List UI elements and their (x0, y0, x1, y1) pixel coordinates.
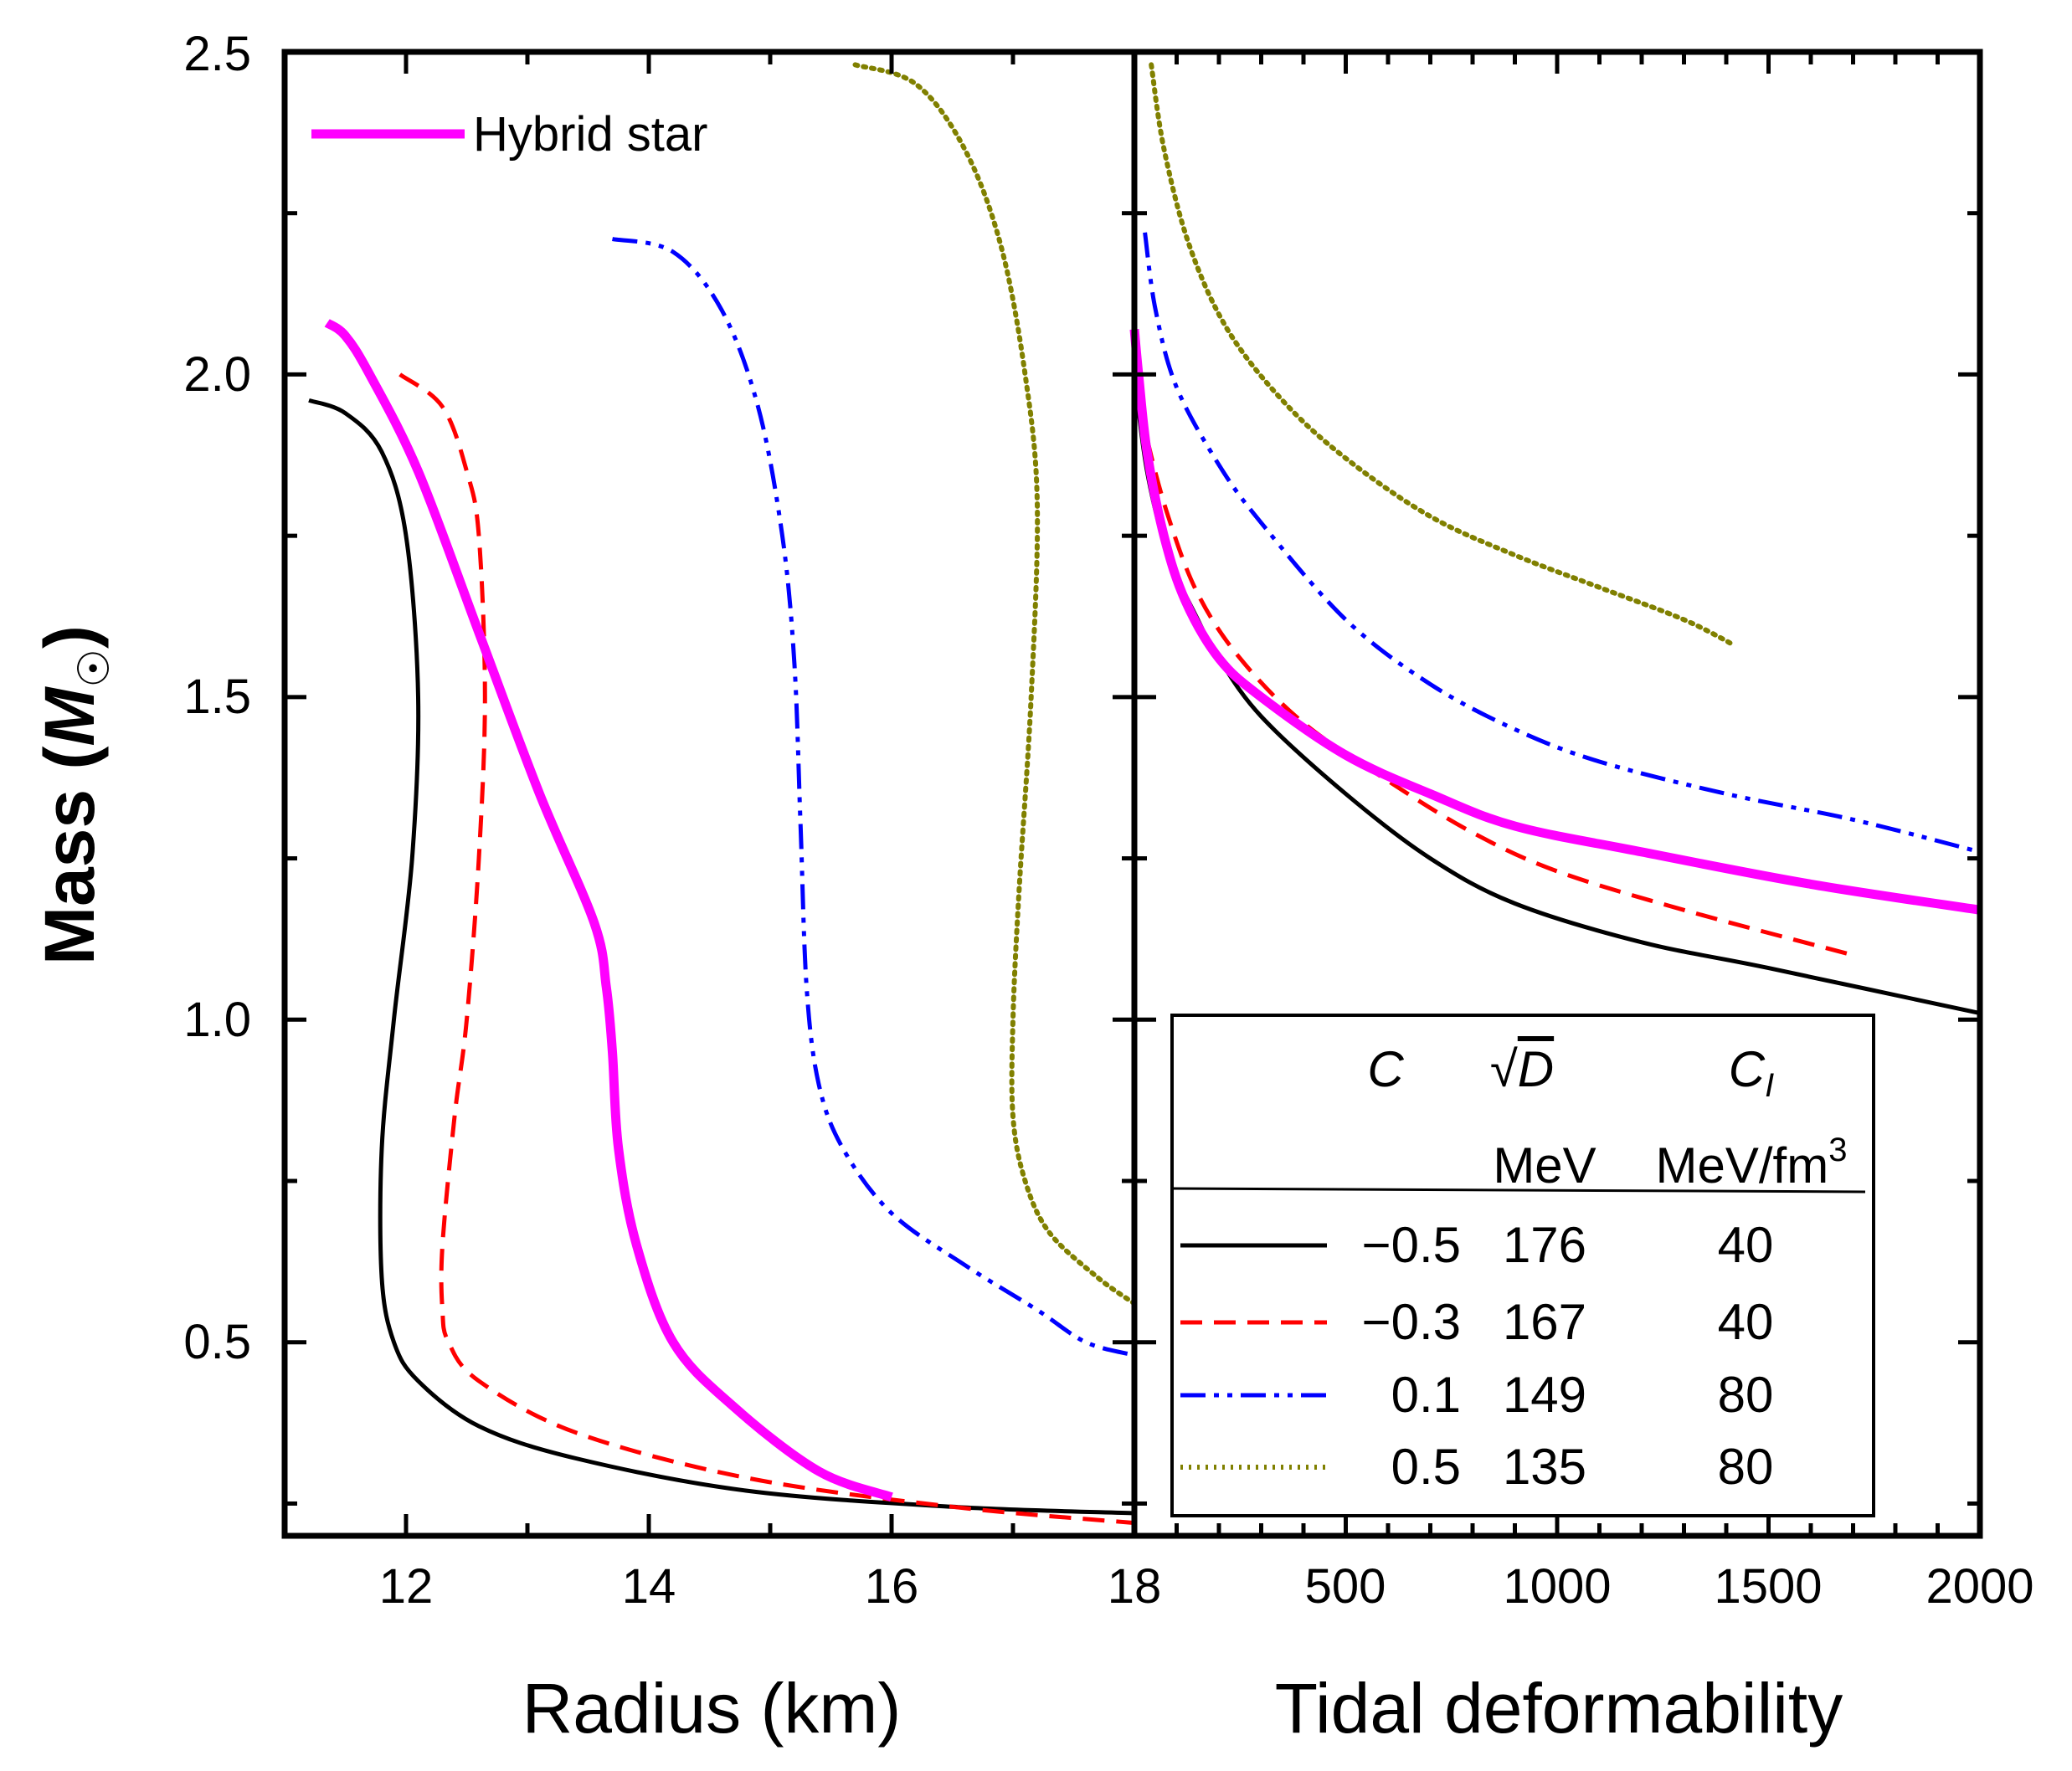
table-header-sqrt-d: √D (1490, 1041, 1554, 1097)
series-line-hybrid-star (1129, 329, 1981, 915)
x-tick-label: 14 (622, 1559, 676, 1614)
left-panel-curves (308, 62, 1137, 1526)
table-cell-ci: 80 (1718, 1367, 1774, 1423)
parameter-table: C √D CI MeV MeV/fm3 −0.5 176 40 −0.3 167 40 0.… (1170, 1014, 1875, 1517)
table-divider (1171, 1187, 1866, 1194)
series-line-c-0.5 (1149, 62, 1738, 649)
series-line-c--0.5 (308, 398, 1135, 1516)
x-tick-label: 500 (1305, 1559, 1386, 1614)
table-cell-c: −0.5 (1362, 1217, 1461, 1273)
right-panel-curves (1129, 62, 1981, 1016)
y-axis-title: Mass (M☉) (30, 625, 119, 965)
x-axis-title-tidal: Tidal deformability (1275, 1669, 1843, 1748)
x-tick-labels: 12 14 16 18 500 1000 1500 2000 (379, 1559, 2034, 1614)
x-tick-label: 2000 (1925, 1559, 2033, 1614)
x-tick-label: 1500 (1714, 1559, 1822, 1614)
y-tick-labels: 0.5 1.0 1.5 2.0 2.5 (183, 27, 251, 1369)
table-rows: −0.5 176 40 −0.3 167 40 0.1 149 80 0.5 135 80 (1180, 1217, 1773, 1495)
table-cell-c: −0.3 (1362, 1294, 1461, 1350)
y-tick-label: 2.5 (183, 27, 251, 81)
series-line-c-0.5 (852, 62, 1137, 1306)
axis-ticks (285, 49, 1980, 1536)
table-header-c: C (1367, 1041, 1404, 1097)
legend-label-hybrid: Hybrid star (473, 107, 707, 162)
table-cell-sqrt-d: 167 (1503, 1294, 1586, 1350)
series-line-c--0.3 (398, 372, 1135, 1526)
table-cell-c: 0.5 (1391, 1439, 1461, 1495)
table-cell-ci: 80 (1718, 1439, 1774, 1495)
x-tick-label: 18 (1108, 1559, 1162, 1614)
parameter-table-box (1170, 1014, 1875, 1517)
series-line-c-0.1 (611, 237, 1135, 1358)
table-header-ci: CI (1729, 1041, 1774, 1104)
y-tick-label: 1.5 (183, 670, 251, 724)
table-cell-ci: 40 (1718, 1294, 1774, 1350)
y-tick-label: 2.0 (183, 347, 251, 402)
x-axis-title-radius: Radius (km) (522, 1669, 902, 1748)
y-tick-label: 1.0 (183, 993, 251, 1047)
table-cell-sqrt-d: 149 (1503, 1367, 1586, 1423)
table-cell-sqrt-d: 135 (1503, 1439, 1586, 1495)
series-line-hybrid-star (324, 319, 893, 1502)
y-tick-label: 0.5 (183, 1315, 251, 1369)
table-unit-mev-fm3: MeV/fm3 (1656, 1132, 1848, 1194)
x-tick-label: 1000 (1503, 1559, 1611, 1614)
x-tick-label: 12 (379, 1559, 434, 1614)
table-cell-ci: 40 (1718, 1217, 1774, 1273)
legend: Hybrid star (311, 107, 707, 162)
table-cell-c: 0.1 (1391, 1367, 1461, 1423)
table-cell-sqrt-d: 176 (1503, 1217, 1586, 1273)
series-line-c-0.1 (1143, 232, 1981, 855)
table-unit-mev: MeV (1493, 1137, 1596, 1194)
x-tick-label: 16 (865, 1559, 919, 1614)
